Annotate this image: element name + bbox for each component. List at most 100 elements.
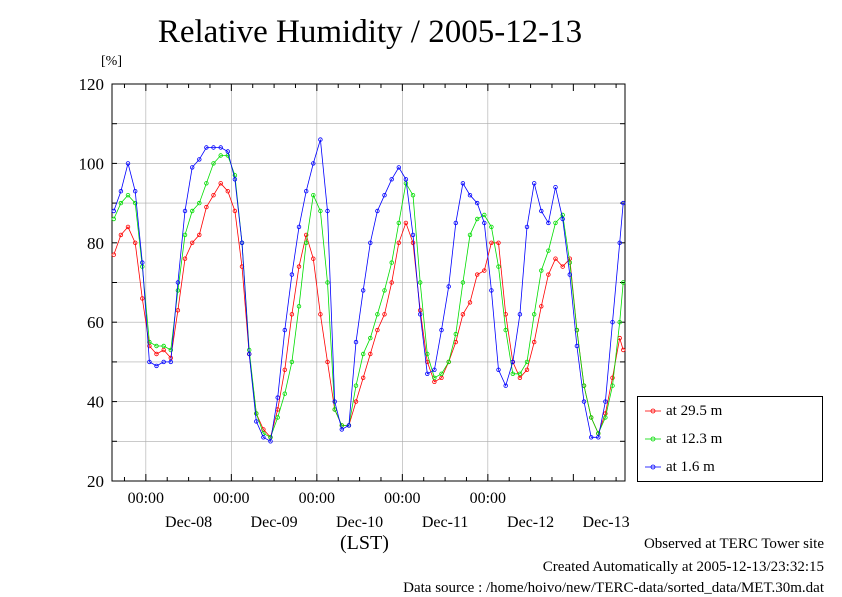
data-point [182,256,188,261]
data-point [275,415,280,420]
data-point [382,288,387,293]
data-point [439,327,444,333]
data-point [517,371,523,376]
data-point [125,224,131,230]
data-point [218,181,223,186]
data-point [232,177,238,182]
data-point [425,351,430,357]
data-point [589,435,594,440]
data-point [617,240,622,245]
data-point [439,371,444,376]
data-point [382,192,387,198]
data-point [296,264,302,269]
data-point [161,359,166,365]
data-point [311,256,316,261]
data-point [175,280,181,285]
data-point [482,220,487,226]
data-point [118,188,124,194]
data-point [232,208,238,214]
footer-observed: Observed at TERC Tower site [643,536,824,552]
data-point [189,240,195,245]
x-day-label: Dec-08 [165,514,212,531]
x-day-label: Dec-12 [507,514,554,531]
data-point [610,320,615,325]
data-point [175,288,181,293]
data-point [510,371,515,376]
data-point [325,359,330,365]
data-point [482,268,487,273]
data-point [589,415,594,420]
data-point [339,427,344,432]
series-line [113,139,624,442]
data-point [517,375,523,380]
data-point [496,367,501,372]
data-point [218,153,223,158]
data-point [496,240,501,245]
data-point [524,367,530,372]
x-tick-label-time: 00:00 [128,490,164,507]
data-point [282,391,287,396]
legend-marker-graphic [645,464,661,470]
data-point [567,272,572,277]
data-point [403,220,409,226]
x-day-label: Dec-11 [422,514,469,531]
data-point [368,335,373,341]
data-point [532,181,537,186]
legend-label: at 1.6 m [666,458,715,475]
x-axis-label: (LST) [340,532,389,554]
legend-dot [650,464,656,470]
data-point [403,177,409,182]
data-point [361,351,366,357]
data-point [396,165,401,170]
data-point [132,200,138,206]
data-point [168,347,173,353]
data-point [275,395,280,400]
data-point [510,359,515,365]
data-point [332,399,337,404]
data-point [261,435,266,440]
legend-marker-blue [644,462,662,472]
data-point [453,220,458,226]
legend-marker-green [644,434,662,444]
data-point [211,161,216,166]
data-point [603,399,608,404]
data-point [361,375,366,380]
data-point [368,240,373,245]
data-point [560,264,565,269]
data-point [596,435,601,440]
data-point [361,288,366,293]
data-point [311,161,316,166]
data-point [439,375,444,380]
data-point [197,200,202,206]
data-point [304,232,309,238]
data-point [289,272,295,277]
data-point [282,367,287,372]
footer-source: Data source : /home/hoivo/new/TERC-data/… [403,580,824,596]
data-point [154,343,159,349]
data-point [389,280,394,285]
data-point [460,312,466,317]
legend-entry-1-6m: at 1.6 m [644,457,715,477]
data-point [453,331,458,337]
y-tick-label: 120 [79,75,105,94]
legend-label: at 29.5 m [666,402,723,419]
data-point [603,415,608,420]
data-point [318,312,323,317]
y-tick-label: 40 [87,393,104,412]
data-point [539,268,544,273]
data-point [211,192,216,198]
data-point [268,439,273,444]
x-tick-label-time: 00:00 [470,490,506,507]
data-point [189,208,195,214]
data-point [553,220,558,226]
data-point [140,296,145,301]
data-point [446,359,451,365]
data-point [225,149,230,154]
data-point [225,188,230,194]
data-point [621,347,626,353]
data-point [325,208,330,214]
data-point [182,208,188,214]
data-point [475,272,480,277]
data-point [524,224,530,230]
data-point [125,192,131,198]
